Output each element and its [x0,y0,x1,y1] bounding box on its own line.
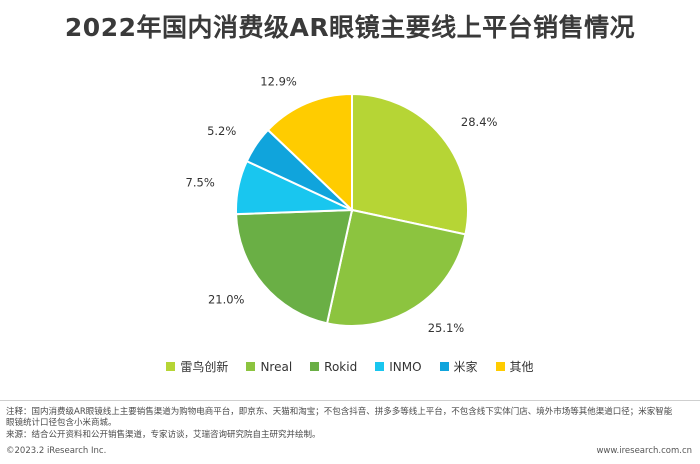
copyright-text: ©2023.2 iResearch Inc. [6,446,107,456]
legend-swatch [495,362,505,371]
slice-labels: 28.4% 25.1% 21.0% 7.5% 5.2% 12.9% [186,74,498,334]
pie-slices [235,92,469,327]
slice-label-5: 5.2% [207,124,236,138]
legend-label: 雷鸟创新 [180,360,229,374]
slice-label-6: 12.9% [260,74,297,88]
pie-slice-1 [351,92,469,236]
legend-label: Nreal [260,359,293,374]
legend-swatch [310,362,320,371]
chart-legend: 雷鸟创新 Nreal Rokid INMO 米家 其他 [0,358,700,375]
legend-swatch [166,362,176,371]
legend-label: Rokid [324,359,358,374]
legend-swatch [439,362,449,371]
legend-item-1: 雷鸟创新 [166,358,228,375]
note-line-2: 眼镜统计口径包含小米商城。 [6,418,117,428]
legend-item-5: 米家 [439,358,478,375]
legend-item-3: Rokid [310,358,357,375]
legend-item-2: Nreal [246,358,292,375]
slice-label-1: 28.4% [461,115,498,129]
legend-label: INMO [389,359,422,374]
source-line: 来源：结合公开资料和公开销售渠道，专家访谈，艾瑞咨询研究院自主研究并绘制。 [6,430,321,440]
legend-swatch [375,362,385,371]
slice-label-2: 25.1% [428,321,465,335]
legend-swatch [246,362,256,371]
pie-chart: 28.4% 25.1% 21.0% 7.5% 5.2% 12.9% [186,74,498,334]
note-line-1: 注释：国内消费级AR眼镜线上主要销售渠道为购物电商平台，即京东、天猫和淘宝；不包… [6,407,673,417]
divider [0,400,700,401]
legend-label: 米家 [453,360,478,374]
pie-slice-2 [325,208,467,327]
slice-label-3: 21.0% [208,293,245,307]
slice-label-4: 7.5% [186,175,215,189]
pie-slice-3 [235,208,354,325]
chart-title: 2022年国内消费级AR眼镜主要线上平台销售情况 [64,13,636,42]
legend-item-4: INMO [375,358,422,375]
pie-slice-6 [266,92,353,213]
website-text: www.iresearch.com.cn [596,446,692,456]
legend-label: 其他 [509,360,534,374]
legend-item-6: 其他 [495,358,534,375]
